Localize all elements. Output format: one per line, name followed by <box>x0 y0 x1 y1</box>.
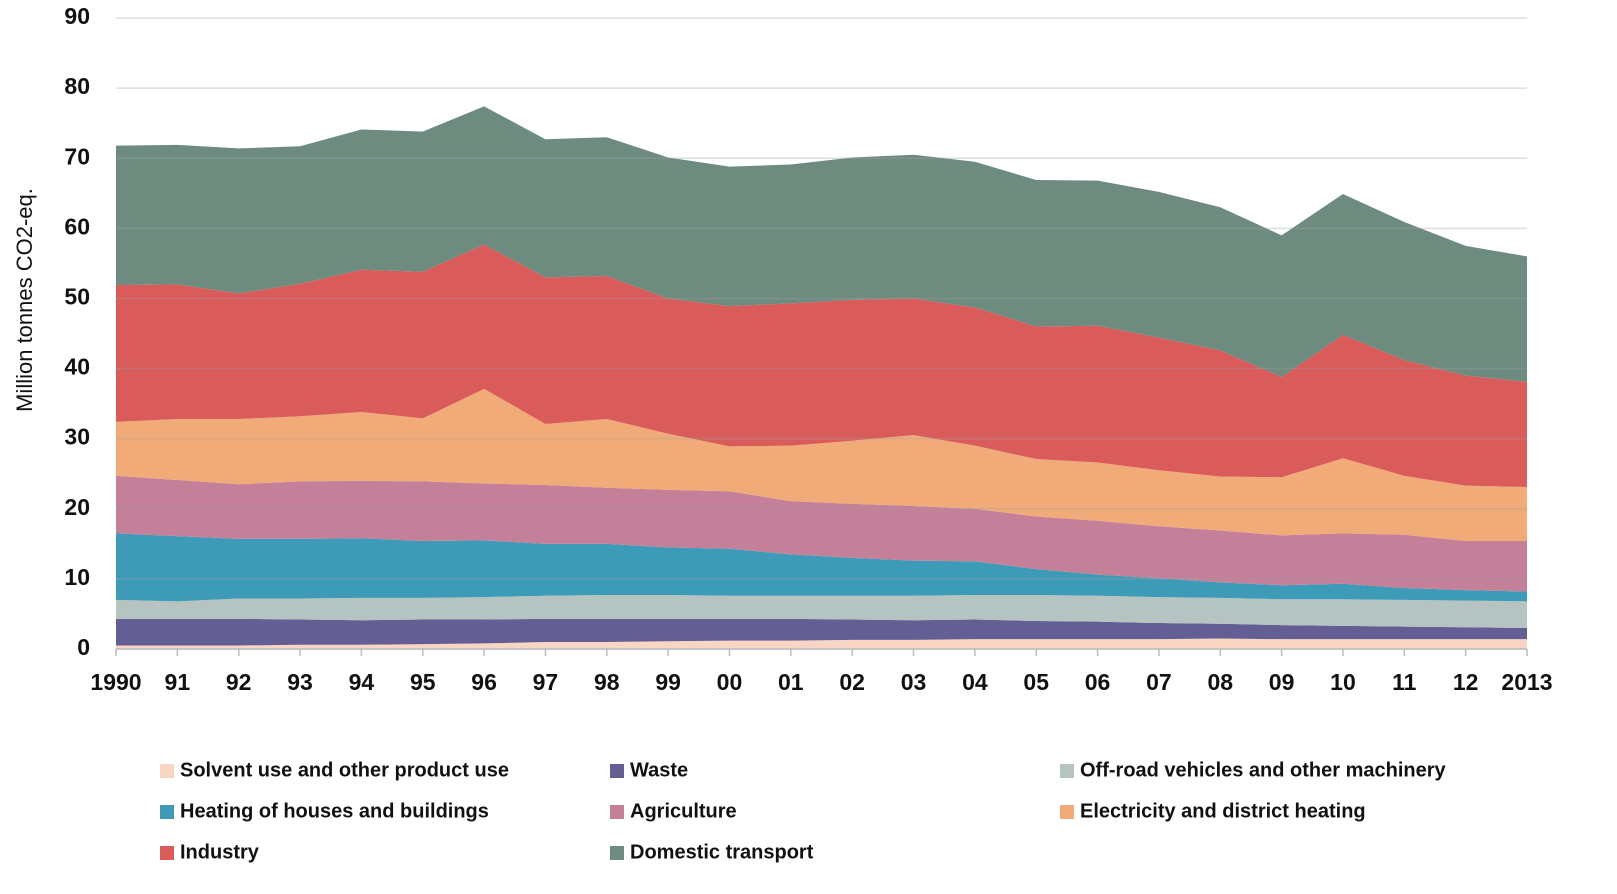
x-tick-label: 02 <box>839 669 865 695</box>
legend-label: Waste <box>630 759 688 781</box>
x-tick-label: 04 <box>962 669 988 695</box>
y-tick-label: 70 <box>64 143 90 169</box>
legend-label: Solvent use and other product use <box>180 759 509 781</box>
x-tick-label: 01 <box>778 669 804 695</box>
legend-label: Heating of houses and buildings <box>180 800 489 822</box>
legend-swatch <box>1060 805 1074 819</box>
area <box>116 618 1527 646</box>
y-tick-label: 10 <box>64 564 90 590</box>
x-tick-label: 12 <box>1453 669 1479 695</box>
y-axis-label: Million tonnes CO2-eq. <box>12 188 37 412</box>
y-tick-label: 30 <box>64 424 90 450</box>
x-tick-label: 07 <box>1146 669 1172 695</box>
y-tick-label: 50 <box>64 284 90 310</box>
x-tick-label: 97 <box>533 669 559 695</box>
x-tick-label: 00 <box>717 669 743 695</box>
y-tick-label: 60 <box>64 213 90 239</box>
x-tick-label: 95 <box>410 669 436 695</box>
x-tick-label: 09 <box>1269 669 1295 695</box>
x-tick-label: 11 <box>1392 669 1417 695</box>
area <box>116 388 1527 542</box>
y-tick-label: 40 <box>64 354 90 380</box>
legend-label: Electricity and district heating <box>1080 800 1366 822</box>
area <box>116 638 1527 649</box>
legend-swatch <box>610 846 624 860</box>
x-tick-label: 96 <box>471 669 497 695</box>
area <box>116 244 1527 488</box>
legend-label: Agriculture <box>630 800 737 822</box>
y-tick-label: 80 <box>64 73 90 99</box>
x-tick-label: 1990 <box>90 669 141 695</box>
x-tick-label: 99 <box>655 669 681 695</box>
x-tick-label: 08 <box>1207 669 1233 695</box>
x-tick-label: 91 <box>165 669 191 695</box>
x-tick-label: 03 <box>901 669 927 695</box>
legend-label: Industry <box>180 841 260 863</box>
legend-swatch <box>1060 764 1074 778</box>
x-tick-label: 05 <box>1023 669 1049 695</box>
x-tick-label: 06 <box>1085 669 1111 695</box>
legend-swatch <box>610 805 624 819</box>
y-tick-label: 90 <box>64 3 90 29</box>
legend-swatch <box>610 764 624 778</box>
legend-swatch <box>160 846 174 860</box>
legend-swatch <box>160 764 174 778</box>
area <box>116 595 1527 628</box>
x-tick-label: 98 <box>594 669 620 695</box>
area <box>116 533 1527 602</box>
area <box>116 106 1527 382</box>
x-tick-label: 94 <box>349 669 375 695</box>
y-tick-label: 0 <box>77 634 90 660</box>
legend-label: Domestic transport <box>630 841 814 863</box>
legend-swatch <box>160 805 174 819</box>
y-tick-label: 20 <box>64 494 90 520</box>
x-tick-label: 92 <box>226 669 252 695</box>
x-tick-label: 10 <box>1330 669 1356 695</box>
x-tick-label: 93 <box>287 669 313 695</box>
area <box>116 475 1527 592</box>
legend-label: Off-road vehicles and other machinery <box>1080 759 1447 781</box>
x-tick-label: 2013 <box>1501 669 1552 695</box>
